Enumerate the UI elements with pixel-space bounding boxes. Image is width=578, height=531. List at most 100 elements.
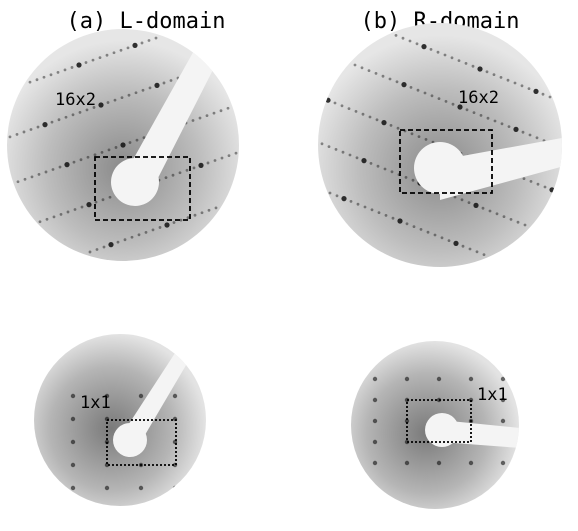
spot: [207, 440, 211, 444]
spot: [95, 201, 98, 204]
spot: [145, 231, 148, 234]
spot: [392, 217, 395, 220]
spot: [17, 180, 20, 183]
spot: [220, 109, 223, 112]
spot: [357, 203, 360, 206]
spot: [465, 62, 468, 65]
spot: [51, 121, 54, 124]
spot: [199, 117, 202, 120]
spot: [106, 54, 109, 57]
spot: [469, 461, 473, 465]
spot: [71, 463, 75, 467]
spot: [43, 76, 46, 79]
spot: [39, 220, 42, 223]
spot: [501, 122, 504, 125]
spot: [390, 124, 393, 127]
spot: [138, 233, 141, 236]
spot: [64, 69, 67, 72]
spot: [23, 131, 26, 134]
spot: [361, 158, 366, 163]
spot: [486, 70, 489, 73]
spot: [469, 248, 472, 251]
spot: [74, 208, 77, 211]
spot: [453, 241, 458, 246]
panel-title: (a) L-domain: [67, 9, 226, 34]
spot: [437, 377, 441, 381]
spot: [427, 231, 430, 234]
spot: [148, 39, 151, 42]
spot: [141, 42, 144, 45]
spot: [99, 56, 102, 59]
spot: [57, 71, 60, 74]
spot: [87, 156, 90, 159]
spot: [159, 226, 162, 229]
spot: [45, 171, 48, 174]
spot: [501, 461, 505, 465]
spot: [121, 96, 124, 99]
spot: [451, 56, 454, 59]
spot: [321, 142, 324, 145]
spot: [362, 113, 365, 116]
spot: [458, 59, 461, 62]
structure-label: 1x1: [80, 393, 111, 413]
spot: [64, 162, 69, 167]
spot: [124, 238, 127, 241]
spot: [348, 107, 351, 110]
spot: [489, 210, 492, 213]
spot: [31, 175, 34, 178]
spot: [9, 135, 12, 138]
spot: [434, 234, 437, 237]
spot: [46, 218, 49, 221]
spot: [496, 212, 499, 215]
spot: [377, 165, 380, 168]
spot: [98, 102, 103, 107]
spot: [536, 136, 539, 139]
spot: [473, 203, 478, 208]
spot: [462, 245, 465, 248]
spot: [373, 398, 377, 402]
spot: [136, 139, 139, 142]
spot: [170, 79, 173, 82]
spot: [469, 377, 473, 381]
spot: [378, 211, 381, 214]
spot: [389, 78, 392, 81]
spot: [444, 54, 447, 57]
spot: [235, 152, 238, 155]
spot: [482, 207, 485, 210]
spot: [530, 180, 533, 183]
spot: [507, 79, 510, 82]
spot: [335, 148, 338, 151]
spot: [402, 37, 405, 40]
spot: [397, 127, 400, 130]
spot: [120, 49, 123, 52]
spot: [472, 65, 475, 68]
spot: [85, 61, 88, 64]
spot: [370, 162, 373, 165]
spot: [381, 120, 386, 125]
figure: (a) L-domain (b) R-domain 16x2 16x2 1x1 …: [0, 0, 578, 531]
spot: [214, 159, 217, 162]
spot: [139, 394, 143, 398]
spot: [108, 242, 113, 247]
spot: [417, 89, 420, 92]
spot: [128, 94, 131, 97]
spot: [180, 219, 183, 222]
spot: [164, 222, 169, 227]
spot: [149, 86, 152, 89]
spot: [207, 417, 211, 421]
spot: [198, 163, 203, 168]
spot: [213, 112, 216, 115]
spot: [373, 419, 377, 423]
spot: [194, 214, 197, 217]
spot: [50, 73, 53, 76]
spot: [42, 122, 47, 127]
spot: [503, 215, 506, 218]
spot: [101, 151, 104, 154]
spot: [533, 89, 538, 94]
spot: [96, 248, 99, 251]
spot: [76, 62, 81, 67]
spot: [71, 417, 75, 421]
spot: [80, 158, 83, 161]
spot: [132, 43, 137, 48]
spot: [227, 107, 230, 110]
